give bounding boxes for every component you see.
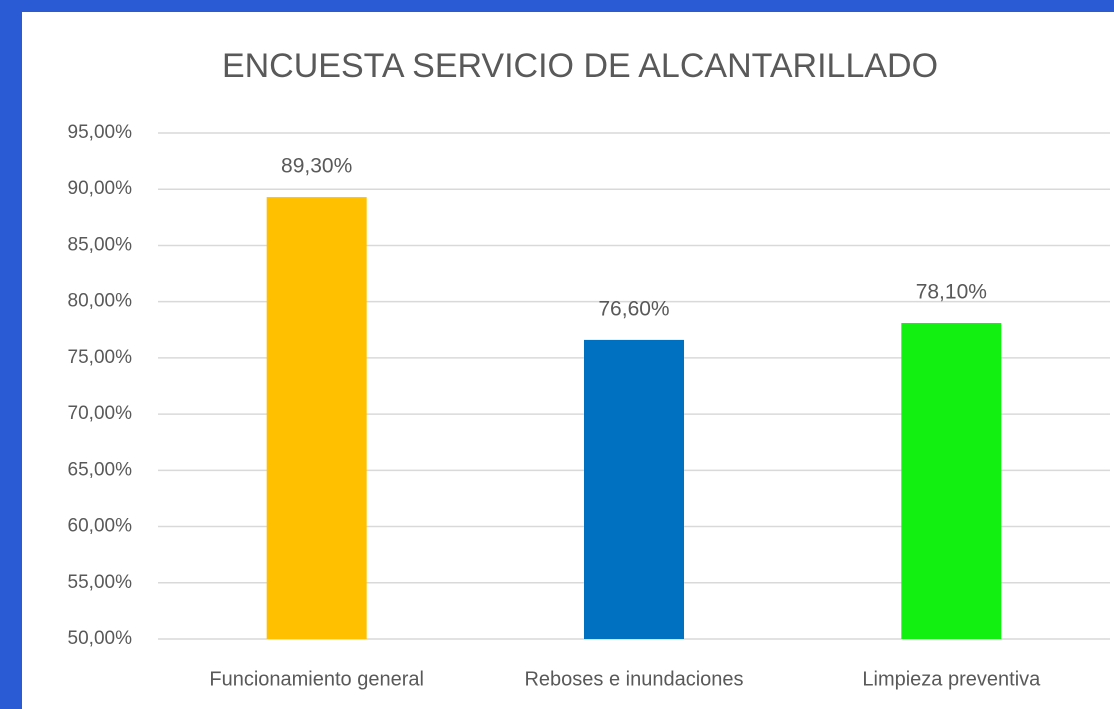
bar (584, 339, 684, 639)
y-tick-label: 50,00% (68, 628, 133, 649)
y-tick-label: 80,00% (68, 291, 133, 312)
y-tick-label: 70,00% (68, 403, 133, 424)
x-tick-label: Reboses e inundaciones (524, 668, 743, 690)
y-tick-label: 65,00% (68, 459, 133, 480)
y-tick-label: 90,00% (68, 178, 133, 199)
bar (266, 197, 367, 640)
y-tick-label: 85,00% (68, 234, 133, 255)
x-tick-label: Funcionamiento general (209, 668, 424, 690)
y-tick-label: 55,00% (68, 572, 133, 593)
data-label: 78,10% (916, 281, 987, 304)
chart-title: ENCUESTA SERVICIO DE ALCANTARILLADO (222, 47, 938, 85)
y-tick-label: 75,00% (68, 347, 133, 368)
data-label: 89,30% (281, 155, 352, 178)
y-tick-label: 60,00% (68, 516, 133, 537)
bar (901, 323, 1002, 639)
x-tick-label: Limpieza preventiva (862, 668, 1041, 690)
y-tick-label: 95,00% (68, 122, 133, 143)
data-label: 76,60% (598, 297, 669, 320)
